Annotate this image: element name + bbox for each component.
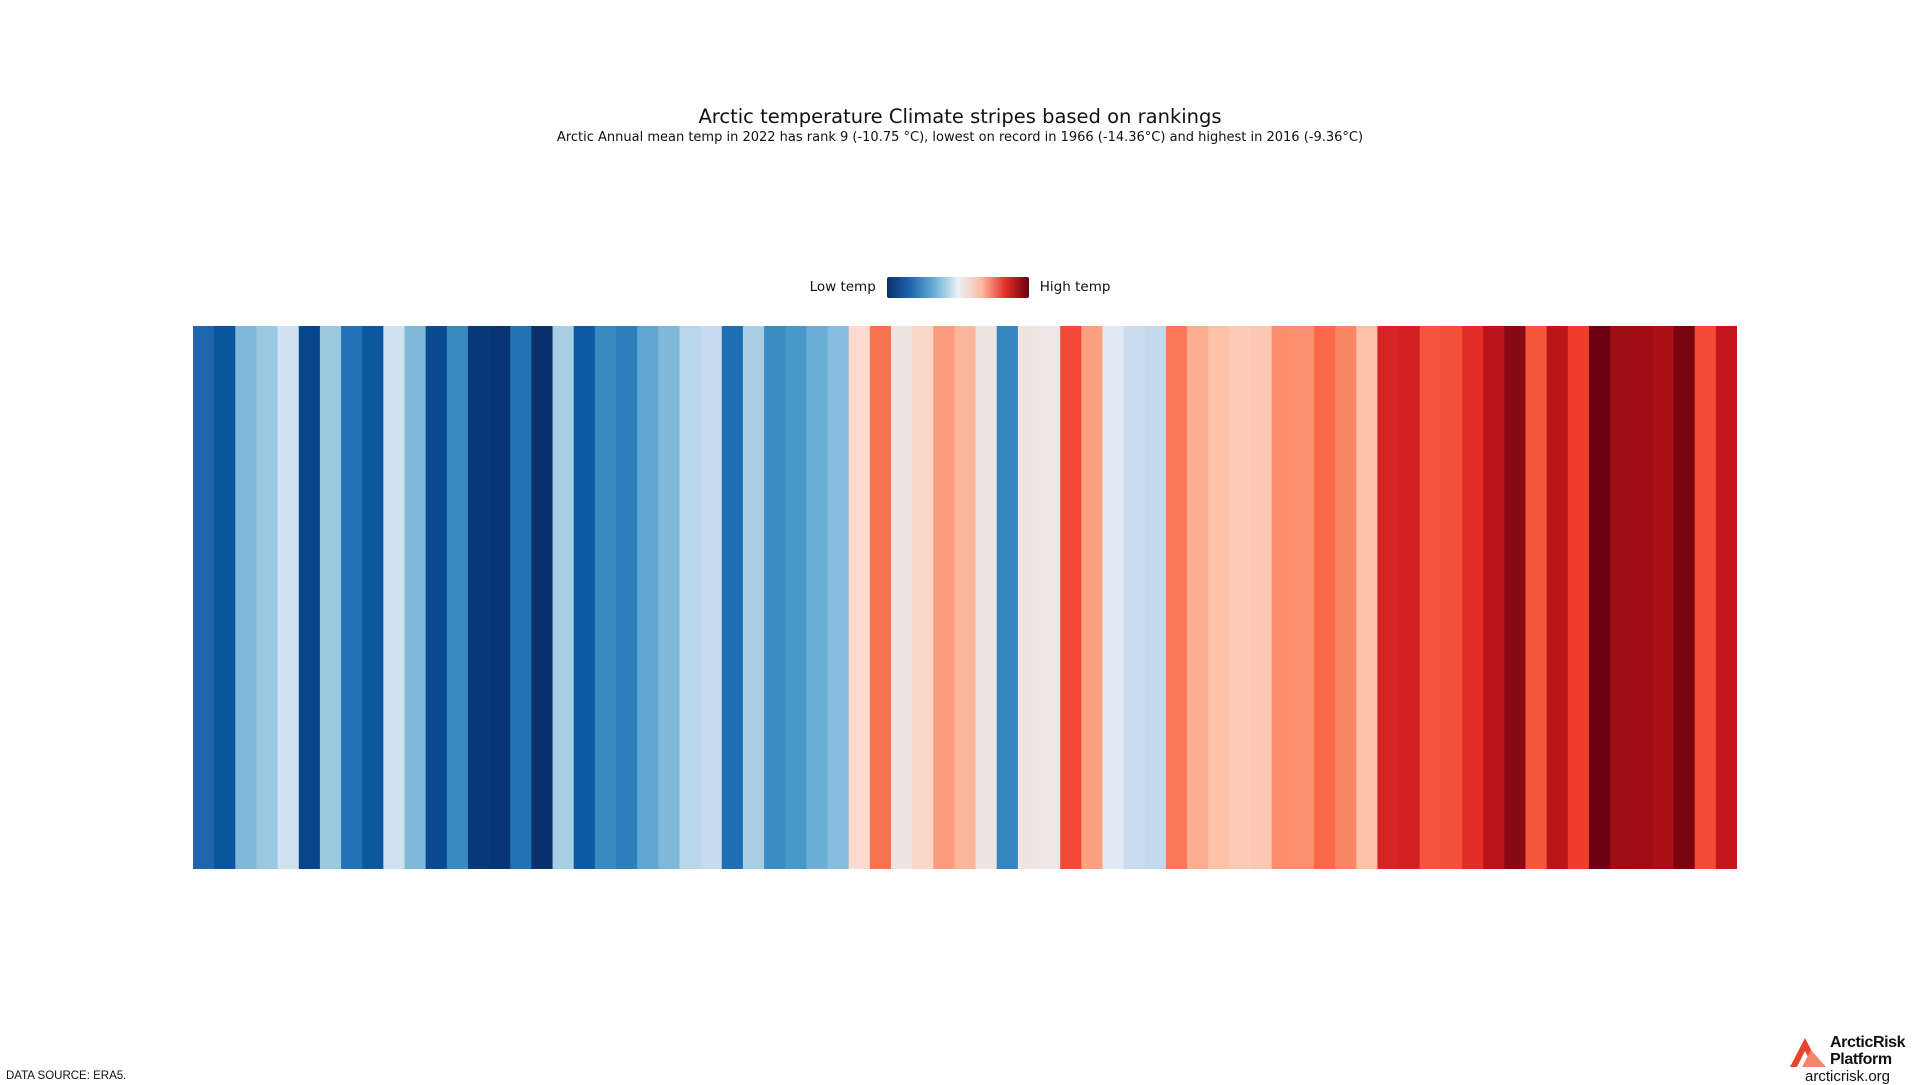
brand-name-line1: ArcticRisk — [1830, 1034, 1906, 1051]
stripe-39 — [996, 326, 1019, 869]
stripe-70 — [1652, 326, 1675, 869]
stripe-19 — [573, 326, 596, 869]
chart-title: Arctic temperature Climate stripes based… — [698, 105, 1222, 128]
stripe-8 — [341, 326, 363, 869]
stripe-50 — [1229, 326, 1252, 869]
stripe-41 — [1039, 326, 1061, 869]
stripe-6 — [298, 326, 321, 869]
brand-name: ArcticRisk Platform — [1830, 1034, 1920, 1068]
color-legend: Low temp High temp — [0, 275, 1920, 299]
brand-block[interactable]: ArcticRisk Platform arcticrisk.org — [1788, 1034, 1920, 1085]
stripe-28 — [764, 326, 786, 869]
stripe-57 — [1377, 326, 1400, 869]
stripe-64 — [1525, 326, 1548, 869]
stripe-7 — [319, 326, 342, 869]
stripe-21 — [616, 326, 638, 869]
stripe-14 — [467, 326, 490, 869]
stripe-47 — [1165, 326, 1188, 869]
stripe-18 — [552, 326, 575, 869]
legend-low-label: Low temp — [809, 279, 876, 295]
stripe-12 — [425, 326, 448, 869]
stripe-44 — [1102, 326, 1125, 869]
stripe-35 — [912, 326, 934, 869]
stripe-32 — [848, 326, 871, 869]
stripe-13 — [446, 326, 469, 869]
stripe-68 — [1610, 326, 1632, 869]
stripe-30 — [806, 326, 829, 869]
stripe-11 — [404, 326, 427, 869]
stripe-65 — [1546, 326, 1569, 869]
stripe-26 — [721, 326, 744, 869]
stripe-56 — [1356, 326, 1379, 869]
stripe-33 — [869, 326, 892, 869]
stripe-36 — [933, 326, 956, 869]
stripe-63 — [1504, 326, 1527, 869]
stripe-34 — [890, 326, 913, 869]
stripe-46 — [1144, 326, 1167, 869]
stripe-43 — [1081, 326, 1104, 869]
stripe-5 — [277, 326, 300, 869]
stripe-25 — [700, 326, 723, 869]
climate-stripes-chart — [193, 326, 1737, 869]
brand-name-line2: Platform — [1830, 1051, 1892, 1068]
stripe-15 — [489, 326, 511, 869]
stripe-37 — [954, 326, 977, 869]
stripe-29 — [785, 326, 807, 869]
stripe-49 — [1208, 326, 1230, 869]
data-source-note: DATA SOURCE: ERA5. — [6, 1070, 127, 1082]
legend-high-label: High temp — [1039, 279, 1111, 295]
brand-url-link[interactable]: arcticrisk.org — [1805, 1068, 1891, 1085]
stripe-71 — [1673, 326, 1696, 869]
stripe-48 — [1187, 326, 1209, 869]
stripe-53 — [1292, 326, 1315, 869]
stripe-62 — [1483, 326, 1505, 869]
stripe-27 — [742, 326, 765, 869]
stripe-22 — [637, 326, 659, 869]
stripe-4 — [256, 326, 279, 869]
stripe-31 — [827, 326, 850, 869]
stripe-58 — [1398, 326, 1421, 869]
stripe-61 — [1462, 326, 1484, 869]
stripe-52 — [1271, 326, 1294, 869]
stripe-1 — [193, 326, 215, 869]
stripe-20 — [594, 326, 617, 869]
stripe-66 — [1567, 326, 1590, 869]
arcticrisk-logo-icon — [1790, 1038, 1826, 1067]
stripe-42 — [1060, 326, 1082, 869]
stripe-23 — [658, 326, 681, 869]
stripe-60 — [1440, 326, 1463, 869]
stripe-10 — [383, 326, 406, 869]
legend-colorbar — [886, 276, 1029, 298]
stripe-51 — [1250, 326, 1273, 869]
stripe-59 — [1419, 326, 1442, 869]
chart-subtitle: Arctic Annual mean temp in 2022 has rank… — [556, 130, 1364, 145]
stripe-72 — [1694, 326, 1717, 869]
stripe-40 — [1017, 326, 1040, 869]
stripe-2 — [214, 326, 236, 869]
stripe-16 — [510, 326, 533, 869]
stripe-69 — [1631, 326, 1653, 869]
stripe-9 — [362, 326, 384, 869]
stripe-73 — [1715, 326, 1737, 869]
stripe-3 — [235, 326, 258, 869]
stripe-24 — [679, 326, 702, 869]
stripe-55 — [1335, 326, 1357, 869]
stripe-54 — [1313, 326, 1336, 869]
stripe-67 — [1588, 326, 1611, 869]
stripe-38 — [975, 326, 998, 869]
stripe-45 — [1123, 326, 1146, 869]
stripe-17 — [531, 326, 554, 869]
